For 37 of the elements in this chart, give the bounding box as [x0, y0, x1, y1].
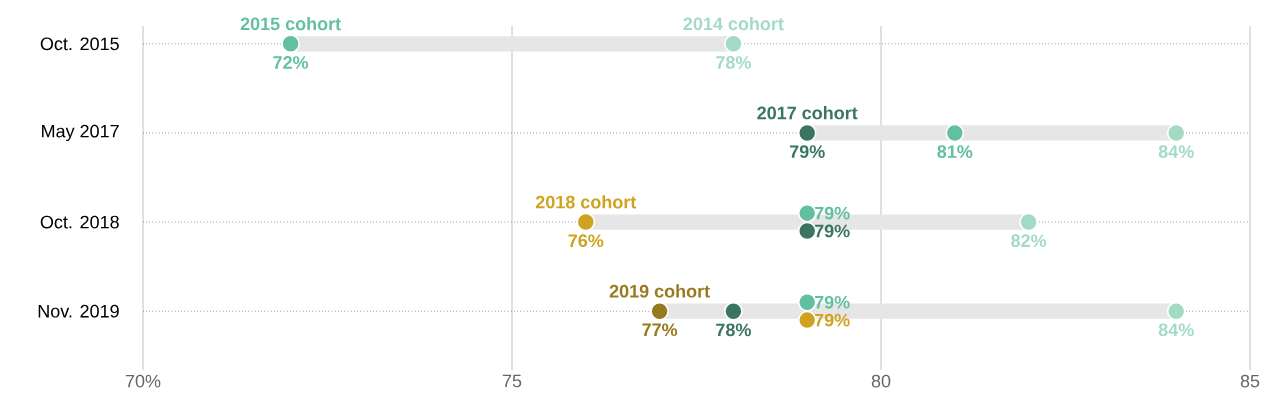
- point: [1166, 301, 1186, 321]
- x-tick-label: 85: [1240, 374, 1260, 388]
- y-tick-label: Nov. 2019: [38, 304, 119, 318]
- point: [650, 301, 669, 321]
- data-label: 79%: [814, 206, 850, 220]
- series-label: 2018 cohort: [535, 195, 637, 209]
- series-label: 2015 cohort: [240, 17, 341, 31]
- data-label: 84%: [1158, 323, 1194, 337]
- series-label: 2019 cohort: [609, 284, 710, 298]
- data-label: 77%: [642, 323, 678, 337]
- point: [945, 123, 965, 143]
- data-label: 78%: [716, 323, 751, 337]
- data-label: 84%: [1158, 145, 1194, 158]
- point: [576, 212, 596, 232]
- series-label: 2014 cohort: [683, 17, 784, 31]
- x-tick-label: 70%: [125, 374, 161, 388]
- point: [1019, 212, 1038, 232]
- data-label: 79%: [814, 313, 850, 327]
- x-tick-label: 80: [871, 374, 891, 388]
- y-tick-label: Oct. 2018: [40, 215, 119, 229]
- data-label: 82%: [1011, 234, 1047, 248]
- data-label: 78%: [716, 56, 751, 69]
- data-label: 79%: [814, 295, 850, 309]
- x-tick-label: 75: [502, 374, 522, 388]
- point: [797, 123, 817, 143]
- series-label: 2017 cohort: [757, 106, 858, 120]
- data-label: 72%: [273, 56, 309, 69]
- point: [1166, 123, 1186, 143]
- data-label: 79%: [789, 145, 825, 158]
- point: [724, 301, 743, 321]
- data-label: 76%: [568, 234, 604, 248]
- data-label: 81%: [937, 145, 973, 158]
- point: [724, 34, 743, 54]
- point: [281, 34, 300, 54]
- y-tick-label: Oct. 2015: [40, 37, 119, 51]
- data-label: 79%: [814, 224, 850, 238]
- y-tick-label: May 2017: [42, 124, 119, 142]
